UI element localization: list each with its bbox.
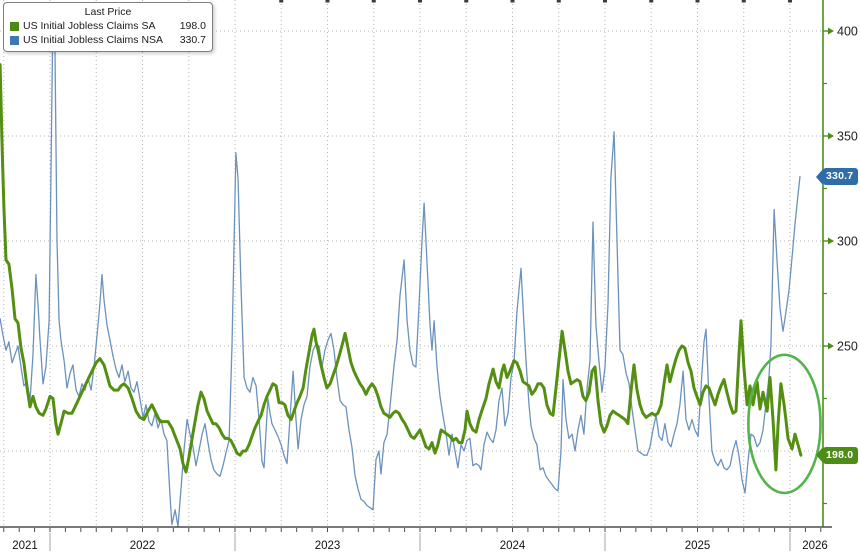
top-tick: [788, 0, 792, 3]
legend: Last Price US Initial Jobless Claims SA …: [3, 2, 213, 52]
top-tick: [510, 0, 515, 3]
top-tick: [464, 0, 469, 3]
legend-value-sa: 198.0: [179, 20, 206, 32]
recent-move-circle: [747, 353, 822, 495]
top-tick-marks: [279, 0, 792, 3]
top-tick: [741, 0, 746, 3]
bottom-time-axis: 2021 2022 2023 2024 2025 2026: [0, 526, 832, 552]
data-series: [0, 7, 803, 528]
y-tick-label: 400: [837, 25, 858, 39]
top-tick: [418, 0, 422, 3]
legend-item-sa: US Initial Jobless Claims SA 198.0: [10, 19, 206, 33]
marker-arrow-left-icon: [816, 447, 823, 464]
last-price-marker-nsa: 330.7: [816, 168, 859, 186]
nsa-claims-line: [0, 7, 801, 528]
x-year-label: 2026: [802, 540, 828, 552]
legend-value-nsa: 330.7: [179, 34, 206, 46]
legend-label-nsa: US Initial Jobless Claims NSA: [23, 34, 164, 46]
right-value-axis: 400 350 300 250: [822, 0, 858, 527]
y-tick-arrow-icon: [828, 27, 834, 35]
x-year-label: 2021: [12, 540, 38, 552]
last-price-marker-sa: 198.0: [816, 446, 859, 464]
legend-title: Last Price: [84, 6, 132, 18]
x-year-label: 2024: [500, 540, 526, 552]
x-year-label: 2023: [315, 540, 341, 552]
legend-label-sa: US Initial Jobless Claims SA: [23, 20, 156, 32]
last-price-value-sa: 198.0: [823, 446, 859, 464]
marker-arrow-left-icon: [816, 168, 823, 185]
last-price-value-nsa: 330.7: [823, 168, 859, 186]
top-tick: [603, 0, 607, 3]
top-tick: [695, 0, 700, 3]
y-tick-arrow-icon: [828, 237, 834, 245]
y-tick-label: 250: [837, 340, 858, 354]
y-tick-arrow-icon: [828, 132, 834, 140]
sa-color-swatch-icon: [10, 21, 19, 31]
y-tick-arrow-icon: [828, 342, 834, 350]
y-tick-label: 350: [837, 130, 858, 144]
sa-claims-line: [0, 63, 803, 474]
top-tick: [325, 0, 330, 3]
top-tick: [649, 0, 654, 3]
top-tick: [279, 0, 284, 3]
nsa-color-swatch-icon: [10, 35, 19, 45]
top-tick: [371, 0, 376, 3]
gridlines: [0, 0, 823, 527]
top-tick: [556, 0, 561, 3]
legend-item-nsa: US Initial Jobless Claims NSA 330.7: [10, 33, 206, 47]
x-year-label: 2022: [130, 540, 156, 552]
x-year-label: 2025: [685, 540, 711, 552]
y-tick-label: 300: [837, 235, 858, 249]
highlight-ellipse-annotation: [747, 353, 822, 495]
